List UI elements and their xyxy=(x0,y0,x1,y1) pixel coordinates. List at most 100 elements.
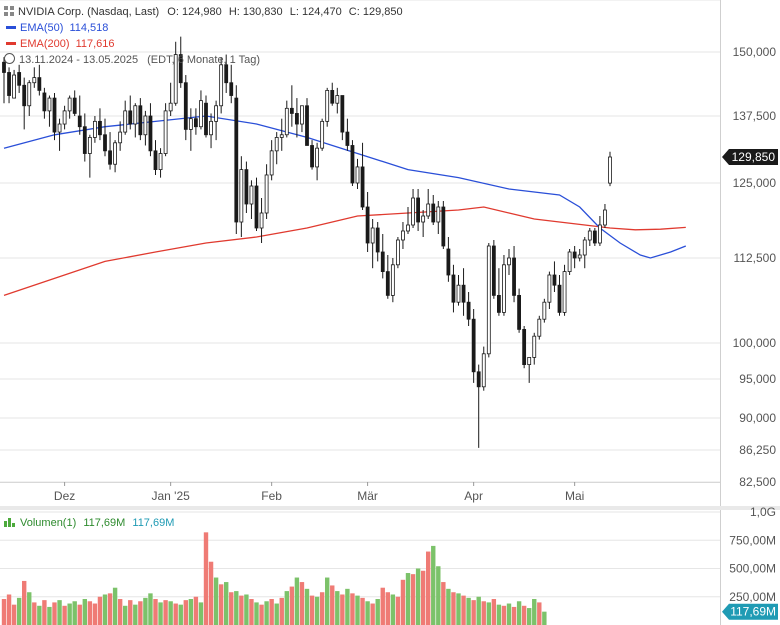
candle-body xyxy=(390,264,395,296)
volume-bar xyxy=(309,595,315,625)
price-tick-label: 137,500 xyxy=(733,109,777,123)
volume-bar xyxy=(289,586,295,625)
volume-bar xyxy=(198,602,204,625)
candle-body xyxy=(577,254,582,259)
candle-body xyxy=(350,145,355,184)
volume-bar xyxy=(32,602,37,625)
volume-bar xyxy=(532,599,537,625)
candle-body xyxy=(163,110,168,154)
volume-bar xyxy=(112,587,118,625)
volume-bar xyxy=(153,599,158,625)
volume-header: Volumen(1) 117,69M 117,69M xyxy=(4,516,174,530)
candle-body xyxy=(12,74,17,99)
last-volume-badge xyxy=(722,603,778,620)
candle-body xyxy=(123,110,128,133)
candle-body xyxy=(294,113,299,125)
volume-bar xyxy=(72,601,77,625)
candle-body xyxy=(416,197,421,223)
candle-body xyxy=(557,284,562,313)
candle-body xyxy=(592,230,597,244)
price-tick-label: 150,000 xyxy=(733,45,777,59)
time-axis: Dez Jan '25 Feb Mär Apr Mai xyxy=(0,482,780,510)
volume-bar xyxy=(158,602,163,625)
candle-body xyxy=(17,72,22,86)
candle-body xyxy=(355,166,360,184)
volume-bars-icon xyxy=(4,518,16,527)
volume-bar xyxy=(47,606,52,625)
candle-body xyxy=(214,105,219,122)
candle-body xyxy=(441,206,446,247)
volume-bar xyxy=(314,596,320,625)
volume-bar xyxy=(395,596,401,625)
candle-body xyxy=(249,185,254,205)
volume-bar xyxy=(446,588,451,625)
last-price-label: 129,850 xyxy=(732,150,776,164)
candle-body xyxy=(113,142,117,165)
candle-body xyxy=(542,301,547,320)
price-tick-label: 86,250 xyxy=(739,443,776,457)
candle-body xyxy=(128,110,133,125)
volume-bar xyxy=(208,561,214,625)
candle-body xyxy=(229,82,234,96)
candle-body xyxy=(7,72,11,96)
candle-body xyxy=(178,54,183,84)
volume-tick-label: 750,00M xyxy=(729,533,776,547)
candle-body xyxy=(481,353,486,388)
instrument-title: NVIDIA Corp. (Nasdaq, Last) xyxy=(18,6,160,18)
candle-body xyxy=(138,105,143,136)
candle-body xyxy=(456,284,461,303)
volume-bar xyxy=(123,605,128,625)
volume-bar xyxy=(52,602,57,625)
ema200-legend[interactable]: EMA(200) 117,616 xyxy=(4,37,115,51)
volume-bar xyxy=(319,592,325,625)
candle-body xyxy=(37,77,42,91)
candle-body xyxy=(274,137,279,152)
grid-icon xyxy=(4,6,14,16)
candle-body xyxy=(507,257,511,266)
volume-bar xyxy=(239,595,244,625)
volume-bar xyxy=(62,605,67,625)
volume-bar xyxy=(269,599,274,625)
volume-bar xyxy=(380,587,385,625)
volume-value-blue: 117,69M xyxy=(132,517,175,529)
volume-bar xyxy=(77,604,82,625)
candle-body xyxy=(93,120,97,138)
volume-bar xyxy=(410,574,416,625)
volume-bar xyxy=(299,582,305,625)
candle-body xyxy=(421,215,426,223)
range-text: 13.11.2024 - 13.05.2025 xyxy=(19,54,139,66)
candle-body xyxy=(300,105,304,125)
volume-bar xyxy=(441,582,446,625)
candle-body xyxy=(572,251,577,259)
candle-body xyxy=(315,147,320,168)
candle-body xyxy=(87,137,92,154)
volume-bar xyxy=(178,604,183,625)
x-tick-label: Dez xyxy=(54,489,75,503)
volume-bar xyxy=(11,604,17,625)
candle-body xyxy=(486,245,491,355)
high-value: 130,830 xyxy=(242,6,283,18)
volume-bar xyxy=(92,603,98,625)
volume-bar xyxy=(37,605,42,625)
volume-bar xyxy=(330,585,335,625)
volume-bar xyxy=(385,592,390,625)
candle-body xyxy=(385,271,390,296)
volume-bar xyxy=(264,601,269,625)
candle-body xyxy=(380,251,385,273)
volume-bar xyxy=(57,600,62,625)
ema50-swatch xyxy=(6,25,16,29)
candle-body xyxy=(608,156,612,184)
volume-bar xyxy=(254,602,259,625)
ema50-legend[interactable]: EMA(50) 114,518 xyxy=(4,21,108,35)
volume-bar xyxy=(521,605,527,625)
volume-bar xyxy=(16,597,22,625)
candle-body xyxy=(582,239,587,256)
candle-body xyxy=(153,150,158,170)
volume-bar xyxy=(234,591,239,625)
volume-bar xyxy=(506,603,512,625)
candle-body xyxy=(587,230,592,241)
volume-bar xyxy=(133,604,138,625)
volume-bar xyxy=(107,593,113,625)
volume-bar xyxy=(193,596,199,625)
last-price-badge xyxy=(722,149,778,166)
